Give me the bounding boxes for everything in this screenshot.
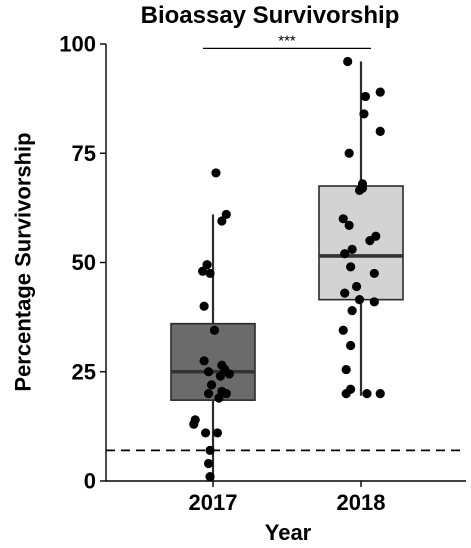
points-layer <box>189 56 385 482</box>
data-point <box>211 168 221 178</box>
data-point <box>338 214 348 224</box>
data-point <box>340 249 350 259</box>
data-point <box>347 244 357 254</box>
x-axis-title: Year <box>265 520 312 545</box>
data-point <box>340 288 350 298</box>
data-point <box>375 389 385 399</box>
data-point <box>221 389 231 399</box>
y-axis-ticks: 0 25 50 75 100 <box>59 32 106 494</box>
data-point <box>202 260 212 270</box>
significance-label: *** <box>278 32 296 49</box>
data-point <box>354 295 365 305</box>
data-point <box>214 393 224 403</box>
data-point <box>206 380 217 390</box>
data-point <box>189 419 199 429</box>
data-point <box>205 268 215 279</box>
data-point <box>203 367 214 377</box>
data-point <box>341 364 351 375</box>
data-point <box>375 87 385 97</box>
data-point <box>344 148 354 158</box>
x-tick-label: 2017 <box>189 490 238 515</box>
data-point <box>221 209 231 220</box>
data-point <box>343 56 353 67</box>
data-point <box>212 428 223 438</box>
data-point <box>215 371 225 381</box>
y-tick-label: 25 <box>72 359 96 384</box>
data-point <box>338 325 348 335</box>
data-point <box>354 185 365 195</box>
data-point <box>203 389 214 399</box>
data-point <box>351 281 362 292</box>
data-point <box>205 445 215 456</box>
data-point <box>205 472 215 482</box>
data-point <box>346 262 356 272</box>
data-point <box>198 266 208 276</box>
data-point <box>365 236 375 246</box>
significance-layer: *** <box>203 32 371 49</box>
data-point <box>341 389 351 399</box>
data-point <box>346 340 356 351</box>
data-point <box>199 356 209 366</box>
x-tick-label: 2018 <box>337 490 386 515</box>
data-point <box>359 109 369 119</box>
data-point <box>199 301 209 311</box>
y-tick-label: 75 <box>72 141 96 166</box>
chart-title: Bioassay Survivorship <box>141 2 400 29</box>
y-tick-label: 0 <box>84 469 96 494</box>
data-point <box>217 216 227 226</box>
y-axis-title: Percentage Survivorship <box>11 132 36 391</box>
y-tick-label: 100 <box>59 32 96 57</box>
data-point <box>344 220 354 230</box>
box-iqr <box>318 185 404 301</box>
data-point <box>362 389 372 399</box>
data-point <box>224 369 234 379</box>
data-point <box>360 91 371 102</box>
data-point <box>369 297 379 307</box>
data-point <box>369 268 379 279</box>
y-tick-label: 50 <box>72 250 96 275</box>
data-point <box>209 325 220 335</box>
data-point <box>201 428 211 438</box>
data-point <box>375 126 385 136</box>
data-point <box>347 305 357 316</box>
x-axis-ticks: 2017 2018 <box>189 481 386 515</box>
data-point <box>203 458 214 469</box>
